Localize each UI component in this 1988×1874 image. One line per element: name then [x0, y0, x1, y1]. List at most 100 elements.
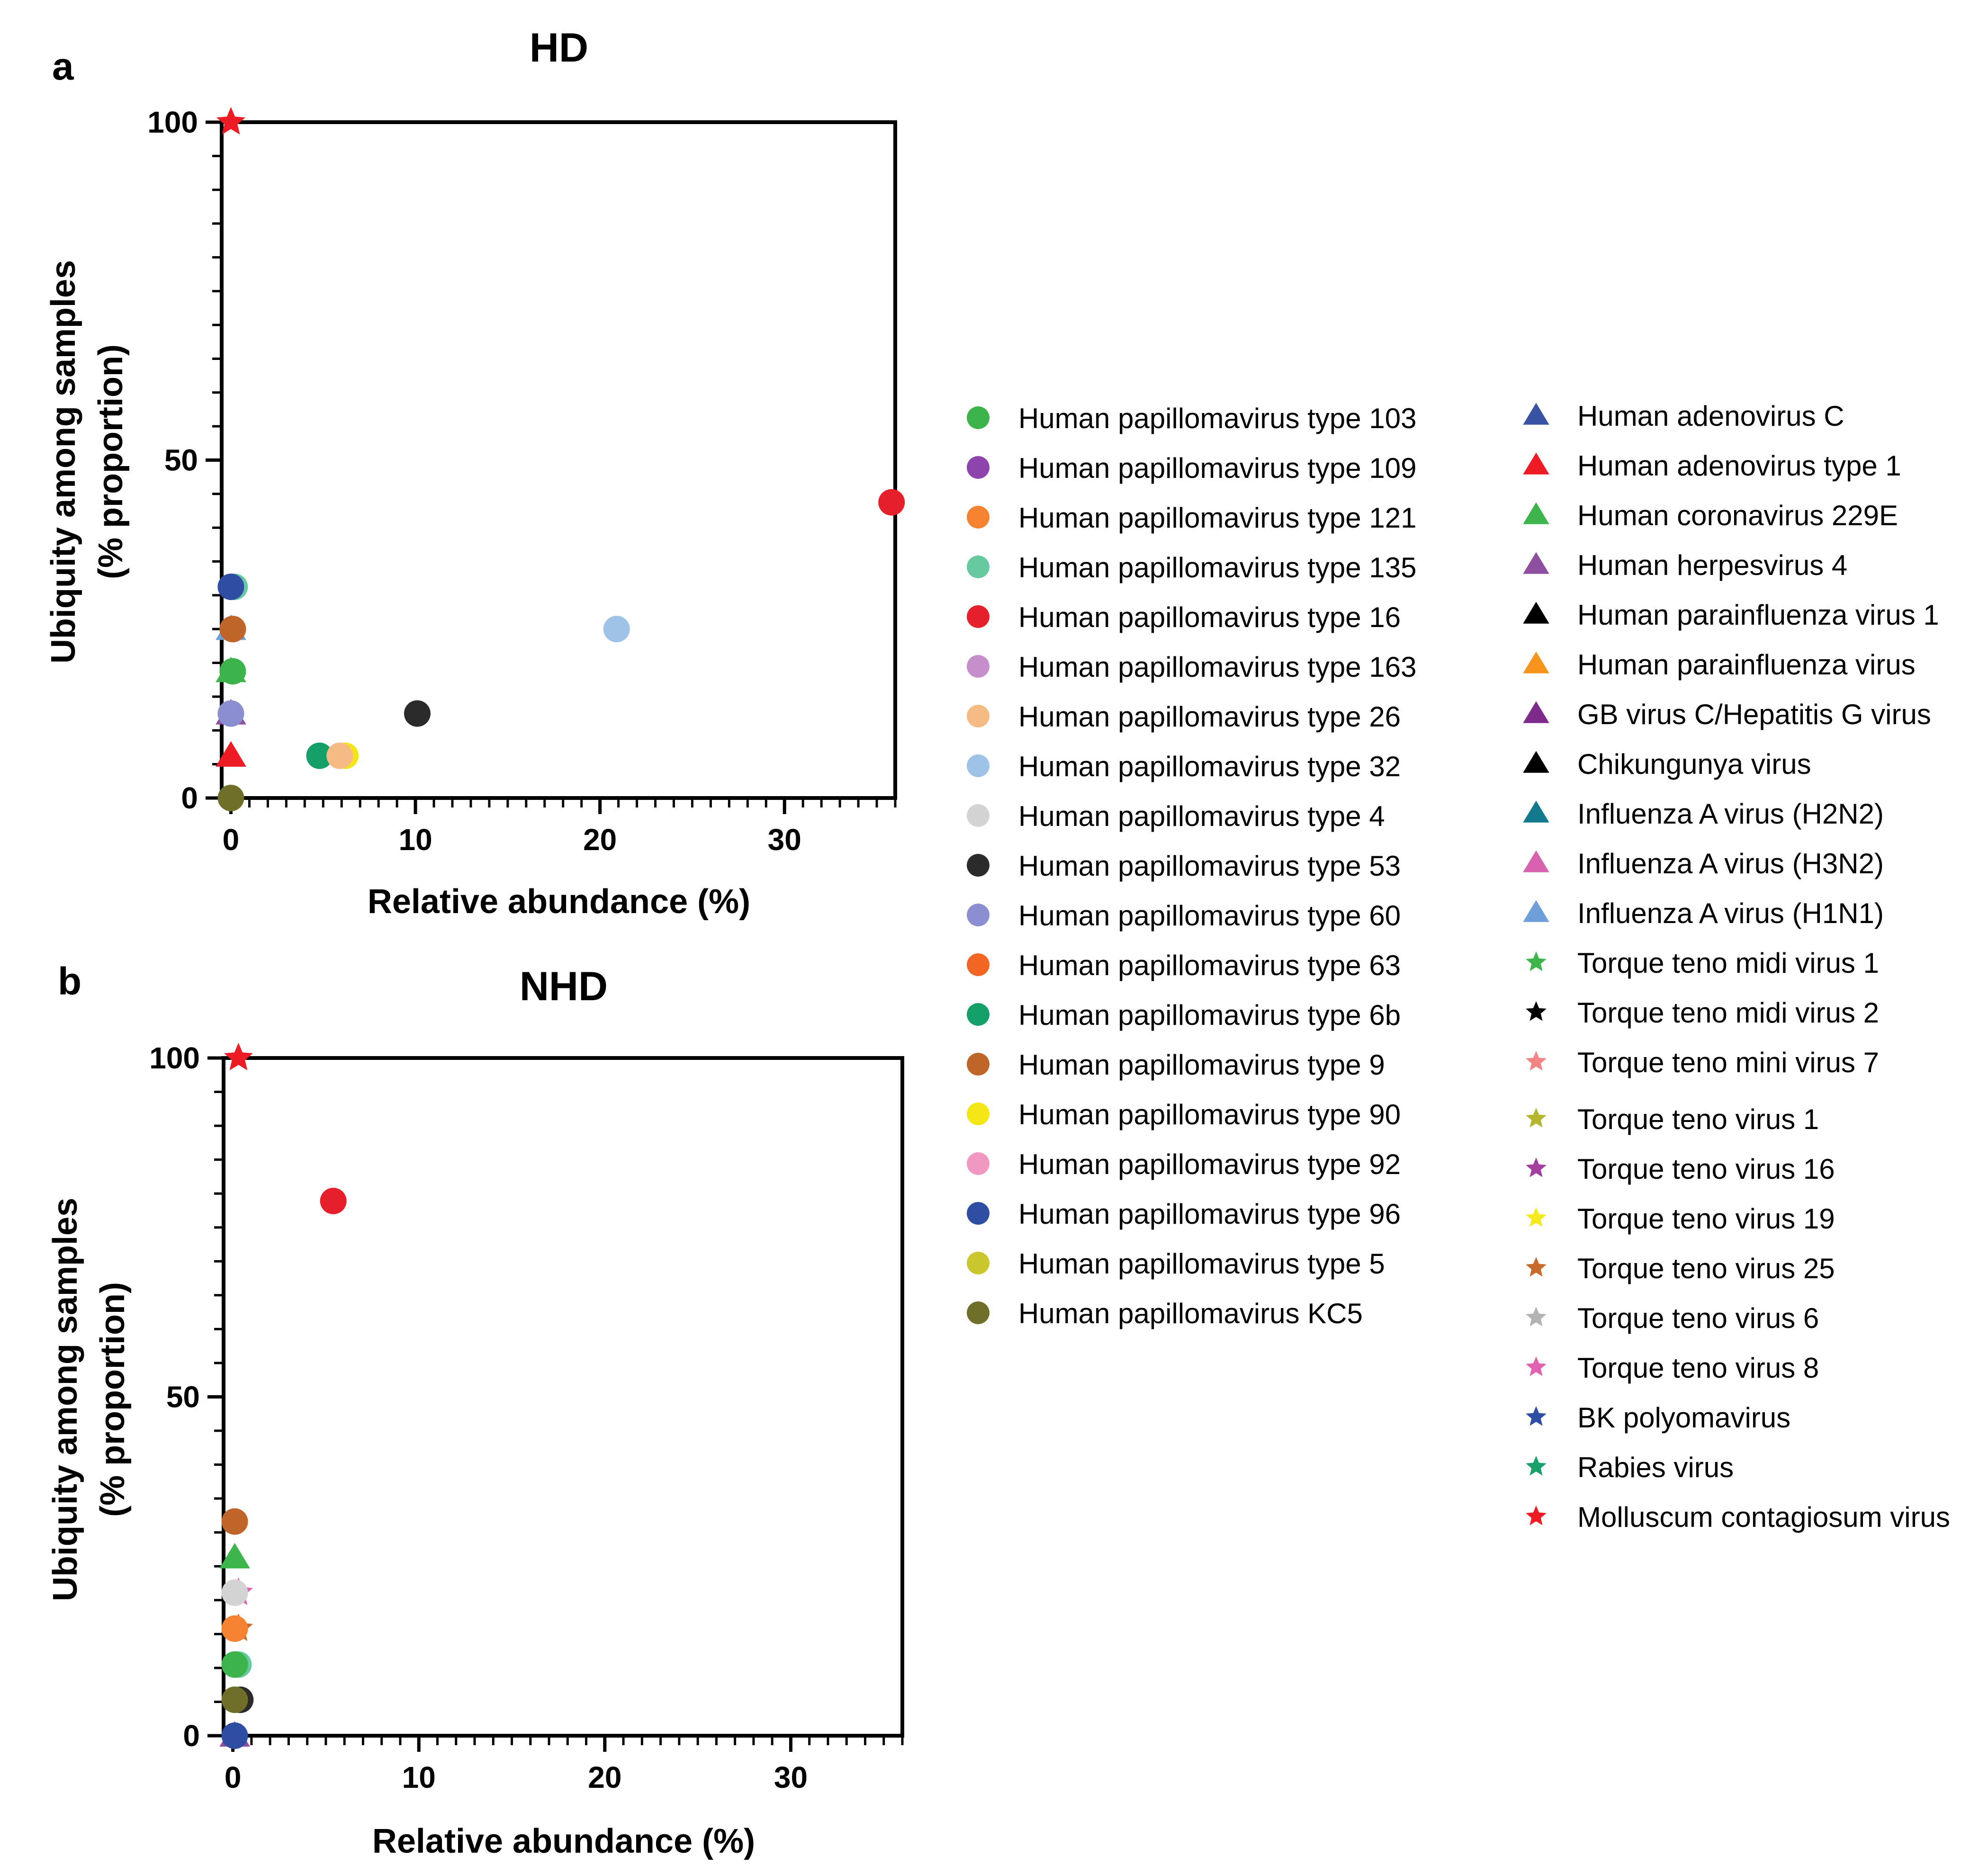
panel-b-point-human-papillomavirus-type-103 — [221, 1651, 248, 1678]
legend-label-bk-polyomavirus: BK polyomavirus — [1577, 1402, 1790, 1434]
legend-label-human-papillomavirus-type-163: Human papillomavirus type 163 — [1018, 651, 1416, 683]
panel-a-point-human-papillomavirus-type-9 — [219, 616, 246, 643]
panel-b-point-human-papillomavirus-type-4 — [221, 1579, 248, 1606]
legend-marker-human-parainfluenza-virus-1 — [1523, 601, 1549, 624]
panel-a-point-human-adenovirus-type-1 — [216, 741, 246, 767]
legend-label-human-papillomavirus-type-4: Human papillomavirus type 4 — [1018, 800, 1385, 832]
legend-label-human-parainfluenza-virus-1: Human parainfluenza virus 1 — [1577, 599, 1939, 631]
legend-marker-torque-teno-virus-6 — [1526, 1307, 1547, 1327]
panel-b-letter: b — [58, 960, 81, 1003]
legend-label-human-papillomavirus-type-5: Human papillomavirus type 5 — [1018, 1248, 1385, 1280]
panel-a-x-tick-label: 0 — [223, 823, 240, 857]
legend-marker-torque-teno-virus-16 — [1526, 1157, 1547, 1177]
legend-marker-influenza-a-virus-h1n1 — [1523, 900, 1549, 922]
panel-a-letter: a — [52, 45, 74, 88]
panel-b-point-human-papillomavirus-kc5 — [221, 1686, 248, 1713]
panel-a-y-tick-label: 100 — [147, 105, 198, 139]
panel-a-title: HD — [530, 25, 588, 71]
legend-label-human-papillomavirus-kc5: Human papillomavirus KC5 — [1018, 1298, 1363, 1329]
panel-b-y-tick-label: 100 — [149, 1041, 200, 1075]
legend-marker-rabies-virus — [1526, 1456, 1547, 1476]
legend-marker-human-papillomavirus-type-26 — [967, 705, 990, 727]
panel-a-x-tick-label: 30 — [768, 823, 801, 857]
legend-label-torque-teno-midi-virus-2: Torque teno midi virus 2 — [1577, 997, 1879, 1029]
legend-label-human-papillomavirus-type-96: Human papillomavirus type 96 — [1018, 1198, 1401, 1230]
panel-a-point-molluscum-contagiosum-virus — [216, 107, 246, 135]
legend-label-human-papillomavirus-type-103: Human papillomavirus type 103 — [1018, 403, 1416, 434]
panel-b-ticks: 0 10 20 30 0 50 100 — [149, 1041, 904, 1794]
panel-b: b NHD 0 10 20 30 0 50 100 Relative abundance (… — [46, 960, 904, 1860]
legend-marker-human-papillomavirus-type-90 — [967, 1103, 990, 1125]
panel-b-point-human-papillomavirus-type-121 — [221, 1615, 248, 1642]
panel-b-point-molluscum-contagiosum-virus — [224, 1042, 253, 1071]
panel-b-y-axis-label-2: (% proportion) — [94, 1282, 132, 1517]
panel-a-point-human-papillomavirus-type-16 — [878, 489, 905, 516]
legend-label-influenza-a-virus-h2n2: Influenza A virus (H2N2) — [1577, 798, 1884, 830]
panel-b-x-tick-label: 10 — [402, 1760, 436, 1794]
panel-a-point-human-papillomavirus-type-60 — [217, 700, 244, 727]
legend-marker-human-papillomavirus-kc5 — [967, 1301, 990, 1324]
legend-marker-human-papillomavirus-type-63 — [967, 953, 990, 976]
panel-a-point-human-papillomavirus-type-103 — [219, 658, 246, 685]
legend-marker-torque-teno-virus-25 — [1526, 1257, 1547, 1277]
legend-label-torque-teno-virus-6: Torque teno virus 6 — [1577, 1302, 1819, 1334]
panel-a-plot-frame — [220, 120, 897, 800]
legend-label-human-papillomavirus-type-9: Human papillomavirus type 9 — [1018, 1049, 1385, 1081]
legend-marker-torque-teno-mini-virus-7 — [1526, 1051, 1547, 1071]
legend-label-human-papillomavirus-type-6b: Human papillomavirus type 6b — [1018, 999, 1401, 1031]
legend-marker-human-papillomavirus-type-135 — [967, 556, 990, 578]
legend-marker-torque-teno-virus-19 — [1526, 1207, 1547, 1227]
legend-label-torque-teno-midi-virus-1: Torque teno midi virus 1 — [1577, 947, 1879, 979]
panel-b-x-axis-label: Relative abundance (%) — [372, 1822, 755, 1860]
panel-a-axes — [220, 120, 897, 800]
legend-marker-torque-teno-midi-virus-1 — [1526, 951, 1547, 971]
legend-label-torque-teno-virus-8: Torque teno virus 8 — [1577, 1352, 1819, 1384]
legend-marker-human-coronavirus-229e — [1523, 502, 1549, 524]
legend-label-human-coronavirus-229e: Human coronavirus 229E — [1577, 500, 1898, 531]
panel-b-x-tick-label: 0 — [225, 1760, 242, 1794]
legend-label-torque-teno-mini-virus-7: Torque teno mini virus 7 — [1577, 1047, 1879, 1078]
legend-marker-human-parainfluenza-virus — [1523, 651, 1549, 673]
panel-a-point-human-papillomavirus-type-32 — [603, 616, 630, 643]
legend-marker-influenza-a-virus-h2n2 — [1523, 800, 1549, 823]
panel-a-y-axis-label-2: (% proportion) — [92, 344, 130, 579]
legend-label-human-papillomavirus-type-109: Human papillomavirus type 109 — [1018, 452, 1416, 484]
panel-a-y-axis-label: Ubiquity among samples — [45, 260, 82, 664]
legend-marker-human-papillomavirus-type-96 — [967, 1202, 990, 1225]
legend-label-human-parainfluenza-virus: Human parainfluenza virus — [1577, 649, 1916, 681]
legend-label-human-papillomavirus-type-16: Human papillomavirus type 16 — [1018, 601, 1401, 633]
panel-a-ticks: 0 10 20 30 0 50 100 — [147, 105, 897, 857]
legend-marker-human-papillomavirus-type-60 — [967, 904, 990, 926]
legend-marker-human-papillomavirus-type-4 — [967, 804, 990, 827]
legend-marker-human-papillomavirus-type-92 — [967, 1152, 990, 1175]
legend-marker-human-papillomavirus-type-163 — [967, 655, 990, 678]
panel-a: a HD 0 10 20 30 0 50 100 Relative abundance (%… — [45, 25, 905, 921]
legend-marker-human-papillomavirus-type-16 — [967, 605, 990, 628]
panel-a-x-axis-label: Relative abundance (%) — [368, 883, 750, 921]
legend: Human papillomavirus type 103 Human papil… — [967, 400, 1950, 1533]
legend-marker-human-papillomavirus-type-121 — [967, 506, 990, 529]
legend-label-human-papillomavirus-type-135: Human papillomavirus type 135 — [1018, 552, 1416, 583]
legend-label-human-papillomavirus-type-32: Human papillomavirus type 32 — [1018, 751, 1401, 782]
legend-label-human-herpesvirus-4: Human herpesvirus 4 — [1577, 549, 1847, 581]
panel-b-point-human-papillomavirus-type-16 — [320, 1187, 347, 1214]
panel-b-y-tick-label: 0 — [183, 1719, 200, 1753]
panel-a-y-tick-label: 50 — [164, 443, 198, 477]
panel-a-point-human-papillomavirus-type-6b — [306, 742, 333, 769]
legend-marker-human-papillomavirus-type-6b — [967, 1003, 990, 1026]
legend-label-human-papillomavirus-type-90: Human papillomavirus type 90 — [1018, 1099, 1401, 1130]
panel-a-point-human-papillomavirus-type-26 — [326, 742, 353, 769]
legend-label-torque-teno-virus-1: Torque teno virus 1 — [1577, 1103, 1819, 1135]
legend-label-human-papillomavirus-type-60: Human papillomavirus type 60 — [1018, 900, 1401, 932]
legend-label-chikungunya-virus: Chikungunya virus — [1577, 748, 1811, 780]
legend-label-human-papillomavirus-type-53: Human papillomavirus type 53 — [1018, 850, 1401, 882]
legend-label-torque-teno-virus-16: Torque teno virus 16 — [1577, 1153, 1835, 1185]
legend-label-influenza-a-virus-h3n2: Influenza A virus (H3N2) — [1577, 848, 1884, 879]
legend-marker-human-papillomavirus-type-53 — [967, 854, 990, 877]
panel-a-point-human-papillomavirus-type-53 — [404, 700, 431, 727]
legend-label-rabies-virus: Rabies virus — [1577, 1452, 1734, 1483]
panel-a-points — [216, 107, 905, 811]
legend-marker-influenza-a-virus-h3n2 — [1523, 850, 1549, 872]
panel-b-point-human-coronavirus-229e — [219, 1542, 250, 1569]
panel-b-points — [219, 1042, 347, 1749]
